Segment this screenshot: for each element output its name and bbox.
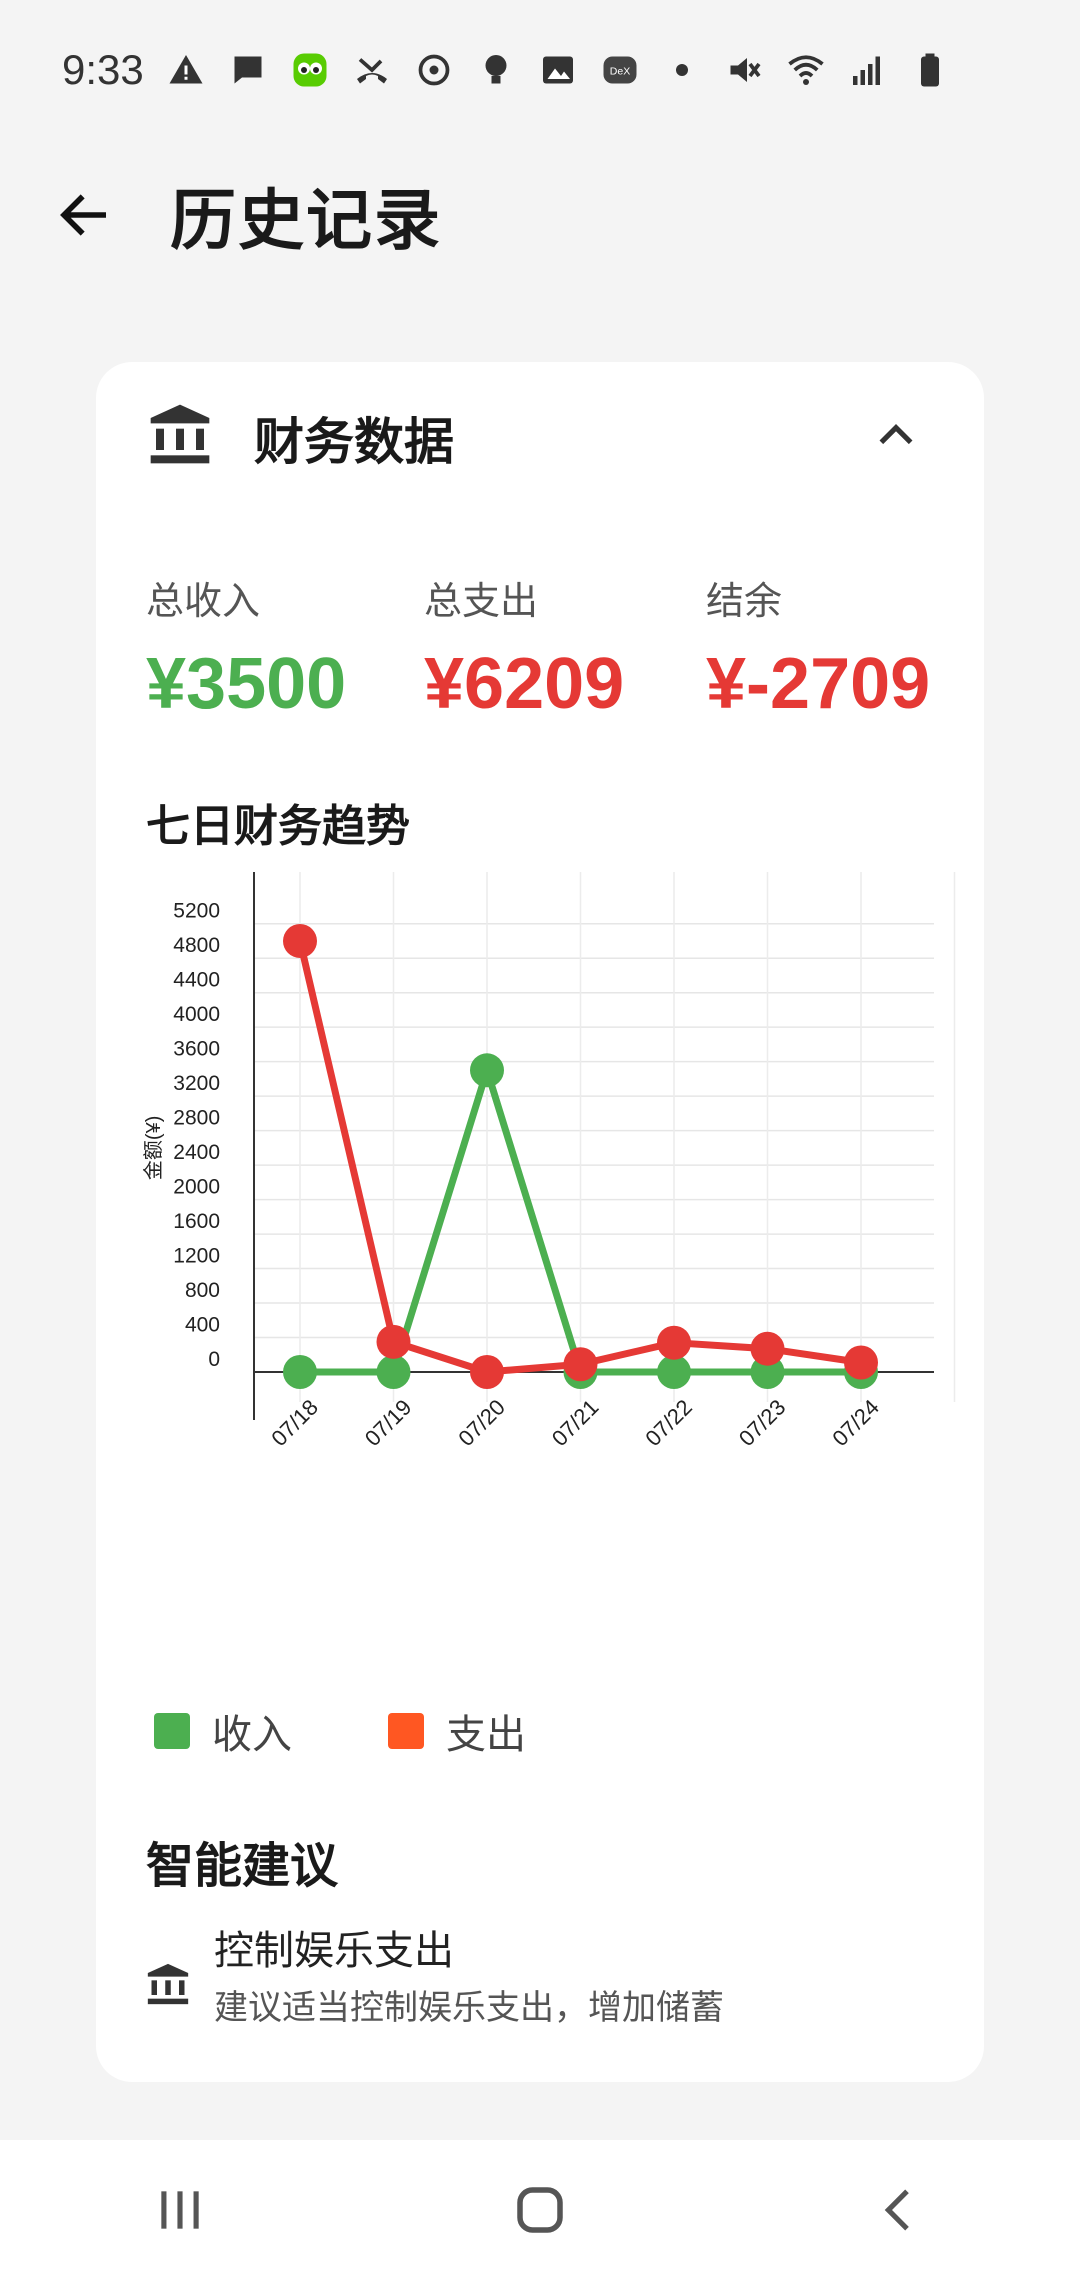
bulb-icon xyxy=(478,52,514,88)
nav-back-icon xyxy=(884,2189,909,2231)
advice-item[interactable]: 控制娱乐支出 建议适当控制娱乐支出，增加储蓄 xyxy=(146,1918,946,2028)
expense-value: ¥6209 xyxy=(424,644,625,724)
back-button[interactable] xyxy=(40,170,130,260)
income-value: ¥3500 xyxy=(146,644,347,724)
image-icon xyxy=(540,52,576,88)
mute-icon xyxy=(726,52,762,88)
data-point-支出 xyxy=(750,1331,785,1366)
data-point-支出 xyxy=(283,923,317,958)
balance-label: 结余 xyxy=(706,579,783,623)
legend-income-swatch xyxy=(154,1713,190,1749)
duolingo-icon xyxy=(292,52,328,88)
home-button[interactable] xyxy=(480,2150,600,2270)
balance-value: ¥-2709 xyxy=(706,644,931,724)
trend-chart: 0 400 800 1200 1600 2000 2400 2800 3200 3600 4000 4… xyxy=(142,872,956,1451)
y-tick-label: 1200 xyxy=(173,1245,220,1268)
x-tick-label: 07/22 xyxy=(640,1394,697,1451)
trend-title: 七日财务趋势 xyxy=(146,801,410,852)
income-summary: 总收入 ¥3500 xyxy=(146,570,346,725)
data-point-收入 xyxy=(283,1355,317,1389)
legend-expense[interactable]: 支出 xyxy=(388,1702,526,1760)
chevron-up-icon xyxy=(879,424,913,445)
legend-expense-label: 支出 xyxy=(446,1712,526,1758)
finance-card: 财务数据 总收入 ¥3500 总支出 ¥6209 结余 ¥-2709 七日财务趋… xyxy=(96,362,984,2082)
signal-icon xyxy=(850,52,886,88)
expense-label: 总支出 xyxy=(424,579,539,623)
collapse-button[interactable] xyxy=(866,410,926,460)
wifi-icon xyxy=(788,52,824,88)
y-tick-label: 1600 xyxy=(173,1210,220,1233)
dot-icon xyxy=(664,52,700,88)
data-point-收入 xyxy=(376,1355,411,1389)
message-icon xyxy=(230,52,266,88)
y-tick-label: 4000 xyxy=(173,1003,220,1026)
data-point-收入 xyxy=(750,1355,785,1389)
status-bar: 9:33 DeX xyxy=(0,0,1080,140)
data-point-收入 xyxy=(470,1053,504,1088)
finance-card-header[interactable]: 财务数据 xyxy=(96,362,984,522)
warning-icon xyxy=(168,52,204,88)
x-tick-label: 07/23 xyxy=(734,1394,791,1451)
legend-expense-swatch xyxy=(388,1713,424,1749)
y-tick-label: 400 xyxy=(185,1314,220,1337)
y-tick-label: 2800 xyxy=(173,1107,220,1130)
y-tick-label: 2400 xyxy=(173,1141,220,1164)
y-tick-label: 3600 xyxy=(173,1038,220,1061)
y-tick-label: 4400 xyxy=(173,969,220,992)
data-point-支出 xyxy=(376,1324,411,1359)
x-tick-label: 07/19 xyxy=(360,1394,417,1451)
y-tick-label: 4800 xyxy=(173,934,220,957)
data-point-收入 xyxy=(657,1355,691,1389)
card-title: 财务数据 xyxy=(254,413,454,471)
status-time: 9:33 xyxy=(62,46,144,93)
recents-button[interactable] xyxy=(120,2150,240,2270)
y-tick-label: 2000 xyxy=(173,1176,220,1199)
x-tick-label: 07/18 xyxy=(266,1394,323,1451)
chart-series xyxy=(283,923,878,1389)
legend-income-label: 收入 xyxy=(212,1712,292,1758)
balance-summary: 结余 ¥-2709 xyxy=(706,570,930,725)
y-axis-label: 金额(¥) xyxy=(142,1116,165,1180)
page-title: 历史记录 xyxy=(170,182,442,259)
bank-icon xyxy=(147,1963,189,2005)
chart-grid xyxy=(254,872,956,1402)
status-icons: DeX xyxy=(168,52,948,88)
data-point-支出 xyxy=(844,1345,878,1380)
advice-title: 智能建议 xyxy=(146,1838,339,1894)
y-tick-label: 3200 xyxy=(173,1072,220,1095)
income-label: 总收入 xyxy=(146,579,261,623)
bank-icon xyxy=(150,404,210,464)
system-nav-bar xyxy=(0,2140,1080,2280)
expense-summary: 总支出 ¥6209 xyxy=(424,570,624,725)
home-icon xyxy=(517,2187,563,2233)
data-point-支出 xyxy=(470,1355,504,1389)
data-point-支出 xyxy=(563,1347,598,1382)
sync-icon xyxy=(416,52,452,88)
battery-icon xyxy=(912,52,948,88)
x-tick-label: 07/24 xyxy=(827,1394,884,1451)
recents-icon xyxy=(161,2191,199,2229)
y-tick-label: 5200 xyxy=(173,900,220,923)
missed-call-icon xyxy=(354,52,390,88)
advice-item-title: 控制娱乐支出 xyxy=(214,1928,454,1974)
x-tick-label: 07/20 xyxy=(453,1394,510,1451)
chart-legend: 收入 支出 xyxy=(154,1702,622,1760)
app-bar: 历史记录 xyxy=(0,150,1080,280)
legend-income[interactable]: 收入 xyxy=(154,1702,292,1760)
data-point-支出 xyxy=(657,1325,691,1360)
y-tick-label: 0 xyxy=(208,1348,220,1371)
finance-summary: 总收入 ¥3500 总支出 ¥6209 结余 ¥-2709 xyxy=(146,570,966,724)
advice-item-desc: 建议适当控制娱乐支出，增加储蓄 xyxy=(214,1988,724,2028)
x-tick-label: 07/21 xyxy=(547,1394,604,1451)
y-tick-label: 800 xyxy=(185,1279,220,1302)
svg-text:DeX: DeX xyxy=(610,66,630,78)
nav-back-button[interactable] xyxy=(840,2150,960,2270)
dex-icon: DeX xyxy=(602,52,638,88)
arrow-left-icon xyxy=(60,194,106,236)
